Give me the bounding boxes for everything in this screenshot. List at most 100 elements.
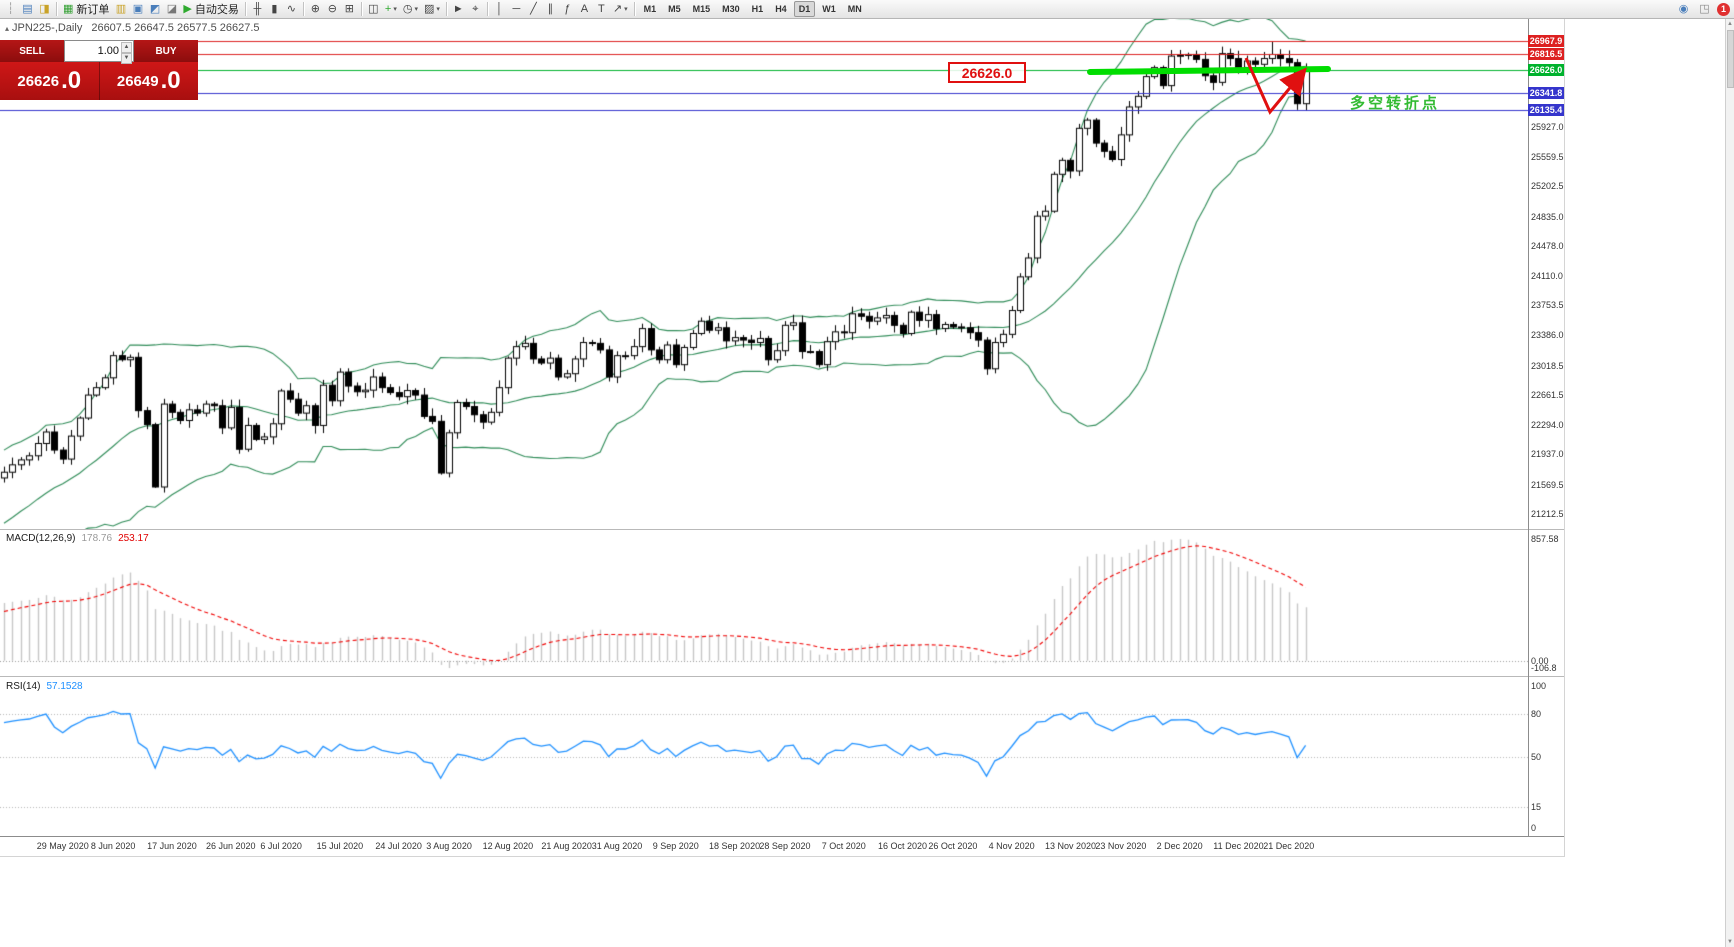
date-label: 26 Oct 2020	[928, 841, 978, 851]
stepper-up-icon[interactable]: ▲	[121, 42, 132, 53]
date-label: 15 Jul 2020	[316, 841, 364, 851]
buy-price-main: 26649	[116, 72, 159, 90]
scroll-thumb[interactable]	[1726, 30, 1734, 88]
scroll-down-icon[interactable]: ▼	[1727, 939, 1733, 945]
date-label: 16 Oct 2020	[877, 841, 928, 851]
volume-input[interactable]: 1.00 ▲ ▼	[64, 40, 134, 64]
vertical-scrollbar[interactable]: ▲ ▼	[1725, 19, 1734, 947]
timeframe-m1[interactable]: M1	[643, 4, 657, 14]
date-axis: 29 May 2020 8 Jun 2020 17 Jun 2020 26 Jun 2…	[0, 836, 1564, 856]
macd-tick: 0.00	[1531, 655, 1549, 666]
indicators-icon[interactable]: + ▾	[384, 2, 397, 15]
fibonacci-icon[interactable]: ƒ	[564, 2, 571, 15]
sell-price-main: 26626	[17, 72, 60, 90]
zoom-out-icon[interactable]: ⊖	[327, 2, 337, 15]
price-tick: 25202.5	[1531, 181, 1564, 192]
timeframe-d1[interactable]: D1	[793, 1, 816, 17]
date-label: 21 Dec 2020	[1263, 841, 1315, 851]
toolbar-separator	[244, 2, 246, 16]
market-watch-icon[interactable]: ▥	[115, 2, 127, 15]
timeframe-m5[interactable]: M5	[668, 4, 681, 14]
date-label: 13 Nov 2020	[1044, 841, 1096, 851]
trendline-icon[interactable]: ╱	[530, 2, 537, 15]
price-tick: 23753.5	[1531, 300, 1564, 311]
vertical-line-icon[interactable]: │	[495, 2, 503, 15]
rsi-panel-canvas[interactable]	[0, 678, 1528, 836]
price-tick: 24478.0	[1531, 240, 1564, 251]
timeframe-h1[interactable]: H1	[751, 4, 764, 14]
macd-label: MACD(12,26,9) 178.76 253.17	[6, 533, 149, 544]
timeframe-w1[interactable]: W1	[822, 4, 836, 14]
date-label: 3 Aug 2020	[426, 841, 472, 851]
macd-panel-canvas[interactable]	[0, 531, 1528, 676]
tile-windows-icon[interactable]: ◫	[368, 2, 379, 15]
channel-icon[interactable]: ∥	[547, 2, 554, 15]
turning-point-label: 多空转折点	[1350, 95, 1441, 112]
horizontal-line-icon[interactable]: ─	[512, 2, 521, 15]
candlestick-chart-icon[interactable]: ▮	[271, 2, 278, 15]
sell-button[interactable]: SELL	[0, 40, 64, 62]
dock-icon[interactable]: ◳	[1699, 2, 1710, 15]
sell-price[interactable]: 26626 .0	[0, 62, 99, 100]
cursor-icon[interactable]: ►	[452, 2, 464, 15]
notification-badge[interactable]: 1	[1717, 2, 1730, 16]
price-tick: 25927.0	[1531, 121, 1564, 132]
date-label: 21 Aug 2020	[541, 841, 592, 851]
line-chart-icon[interactable]: ∿	[286, 2, 296, 15]
volume-stepper[interactable]: ▲ ▼	[121, 42, 132, 64]
price-chart-canvas[interactable]	[0, 19, 1528, 529]
arrows-icon[interactable]: ↗ ▾	[612, 2, 628, 15]
new-order-button[interactable]: ▦ 新订单	[63, 2, 110, 16]
price-annotation-box: 26626.0	[948, 62, 1026, 83]
one-click-trading-panel: SELL 1.00 ▲ ▼ BUY 26626 .0 26649 .0	[0, 40, 198, 100]
profiles-icon[interactable]: ◨	[39, 2, 50, 15]
symbol-ohlc-line: ▴ JPN225-,Daily 26607.5 26647.5 26577.5 26…	[5, 22, 260, 34]
timeframe-h4[interactable]: H4	[775, 4, 787, 14]
rsi-tick: 100	[1531, 681, 1547, 691]
templates-icon[interactable]: ▨ ▾	[423, 2, 440, 15]
price-level-label: 26816.5	[1528, 47, 1564, 60]
new-chart-icon[interactable]: ▤	[22, 2, 33, 15]
periods-icon[interactable]: ◷ ▾	[402, 2, 418, 15]
rsi-label: RSI(14) 57.1528	[6, 681, 83, 692]
timeframe-mn[interactable]: MN	[847, 4, 862, 14]
terminal-icon[interactable]: ◪	[166, 2, 178, 15]
buy-price[interactable]: 26649 .0	[98, 62, 199, 100]
data-window-icon[interactable]: ▣	[132, 2, 144, 15]
macd-scale: 857.58 0.00 -106.8	[1528, 531, 1564, 676]
toolbar-separator	[633, 2, 635, 16]
panel-separator[interactable]	[0, 529, 1564, 531]
zoom-in-icon[interactable]: ⊕	[310, 2, 320, 15]
window-bottom-border	[0, 856, 1565, 857]
date-label: 18 Sep 2020	[709, 841, 761, 851]
label-icon[interactable]: T	[598, 2, 605, 15]
scroll-up-icon[interactable]: ▲	[1727, 21, 1733, 27]
navigator-icon[interactable]: ◩	[149, 2, 161, 15]
date-label: 17 Jun 2020	[147, 841, 197, 851]
timeframe-m15[interactable]: M15	[692, 4, 711, 14]
bar-chart-icon[interactable]: ╫	[253, 2, 262, 15]
rsi-tick: 0	[1531, 823, 1537, 833]
price-level-label: 26135.4	[1528, 103, 1564, 116]
grid-icon[interactable]: ⊞	[344, 2, 354, 15]
date-label: 24 Jul 2020	[375, 841, 422, 851]
rsi-tick: 15	[1531, 801, 1542, 812]
price-tick: 21937.0	[1531, 449, 1564, 460]
date-label: 8 Jun 2020	[90, 841, 136, 851]
stepper-down-icon[interactable]: ▼	[121, 53, 132, 64]
symbol-name: JPN225-,Daily	[12, 22, 83, 34]
macd-tick: -106.8	[1531, 663, 1557, 673]
timeframe-m30[interactable]: M30	[722, 4, 740, 14]
scale-border	[1528, 19, 1529, 856]
text-icon[interactable]: A	[580, 2, 589, 15]
toolbar: ┆ ▤ ◨ ▦ 新订单 ▥ ▣ ◩ ◪ ▶ 自动交易 ╫ ▮ ∿ ⊕ ⊖ ⊞ ◫ + ▾ ◷ ▾ ▨ ▾ ► ⌖ │ ─ ╱ ∥ ƒ A T ↗ ▾…	[0, 0, 1734, 19]
buy-button[interactable]: BUY	[134, 40, 198, 62]
ohlc-values: 26607.5 26647.5 26577.5 26627.5	[91, 22, 260, 34]
autotrading-button[interactable]: ▶ 自动交易	[183, 2, 239, 16]
panel-separator[interactable]	[0, 676, 1564, 678]
toolbar-separator	[486, 2, 488, 16]
rsi-tick: 50	[1531, 752, 1542, 762]
crosshair-icon[interactable]: ⌖	[472, 2, 479, 15]
toolbar-grip: ┆	[7, 2, 14, 15]
community-icon[interactable]: ◉	[1678, 2, 1689, 15]
